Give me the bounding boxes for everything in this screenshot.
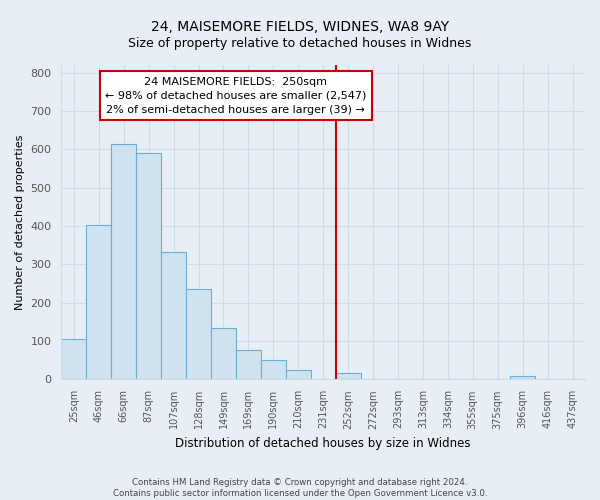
Bar <box>286 370 311 380</box>
Bar <box>335 372 361 380</box>
Y-axis label: Number of detached properties: Number of detached properties <box>15 134 25 310</box>
Bar <box>161 252 186 380</box>
Text: 24 MAISEMORE FIELDS:  250sqm
← 98% of detached houses are smaller (2,547)
2% of : 24 MAISEMORE FIELDS: 250sqm ← 98% of det… <box>105 76 367 114</box>
Text: Contains HM Land Registry data © Crown copyright and database right 2024.
Contai: Contains HM Land Registry data © Crown c… <box>113 478 487 498</box>
Text: 24, MAISEMORE FIELDS, WIDNES, WA8 9AY: 24, MAISEMORE FIELDS, WIDNES, WA8 9AY <box>151 20 449 34</box>
Bar <box>86 225 111 380</box>
Bar <box>211 328 236 380</box>
Text: Size of property relative to detached houses in Widnes: Size of property relative to detached ho… <box>128 38 472 51</box>
Bar <box>61 339 86 380</box>
Bar <box>236 350 261 380</box>
Bar <box>136 153 161 380</box>
Bar <box>261 360 286 380</box>
X-axis label: Distribution of detached houses by size in Widnes: Distribution of detached houses by size … <box>175 437 471 450</box>
Bar <box>111 144 136 380</box>
Bar <box>186 288 211 380</box>
Bar <box>510 376 535 380</box>
